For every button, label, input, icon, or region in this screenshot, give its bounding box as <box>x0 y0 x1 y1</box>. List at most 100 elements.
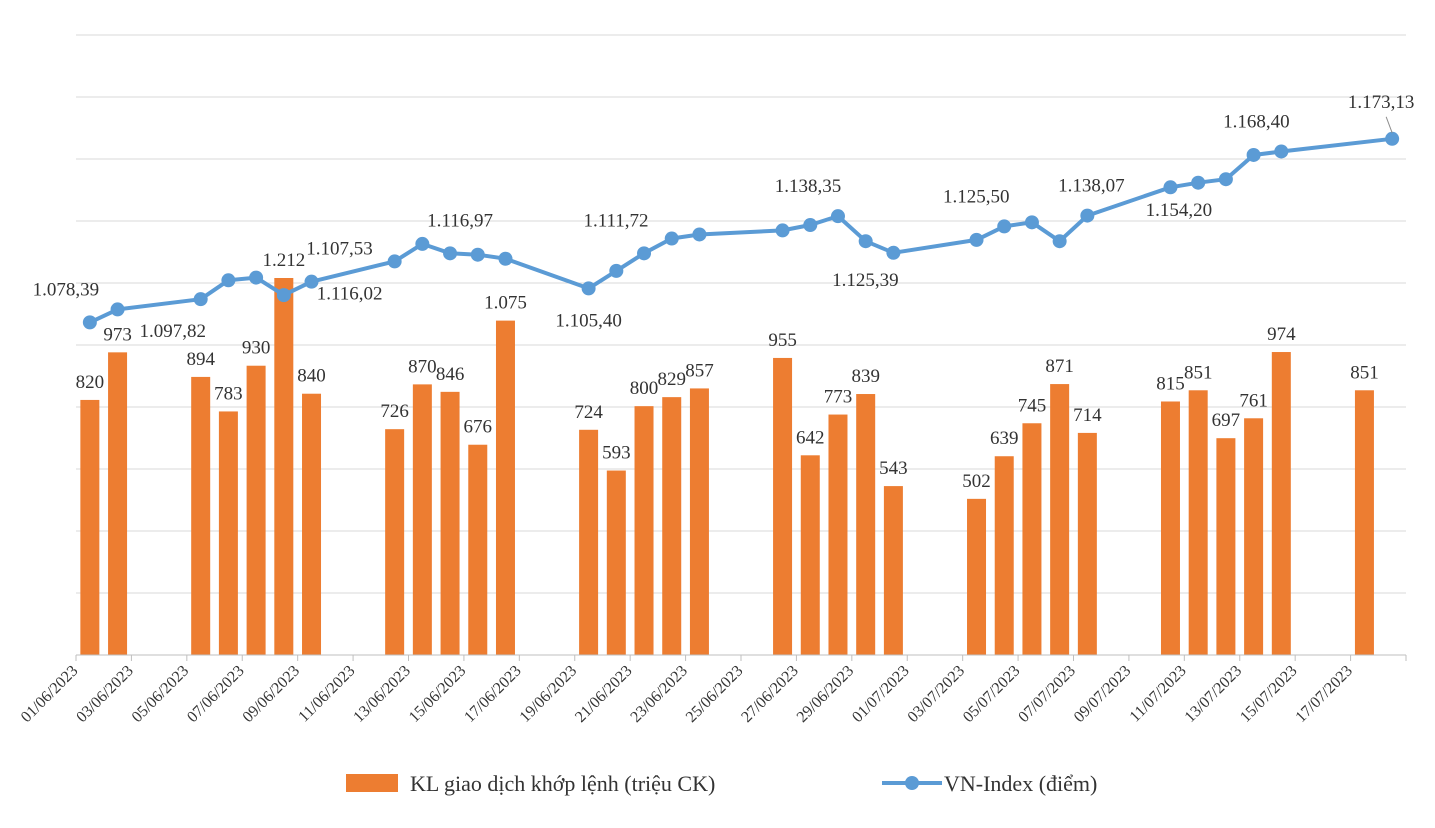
line-value-label: 1.168,40 <box>1223 111 1290 132</box>
x-tick-label: 25/06/2023 <box>683 662 747 726</box>
bar-value-label: 930 <box>242 338 271 359</box>
vn-index-point <box>193 292 208 307</box>
bar-value-label: 502 <box>962 471 991 492</box>
bar <box>1050 384 1070 655</box>
line-value-label: 1.078,39 <box>33 279 100 300</box>
label-leader-line <box>1385 116 1393 133</box>
x-tick-label: 21/06/2023 <box>572 662 636 726</box>
line-value-label: 1.097,82 <box>139 321 206 342</box>
vn-index-point <box>1163 180 1178 195</box>
bar <box>689 388 709 655</box>
vn-index-point <box>443 246 458 261</box>
legend-bar-label: KL giao dịch khớp lệnh (triệu CK) <box>410 771 715 796</box>
bar-value-label: 973 <box>103 324 132 345</box>
bar-value-label: 543 <box>879 458 908 479</box>
vn-index-point <box>830 209 845 224</box>
bar <box>108 352 128 655</box>
vn-index-point <box>415 236 430 251</box>
x-tick-label: 03/06/2023 <box>73 662 137 726</box>
bar-value-label: 840 <box>297 366 326 387</box>
vn-index-point <box>1080 208 1095 223</box>
bar-value-label: 745 <box>1018 395 1047 416</box>
bar-value-label: 714 <box>1073 405 1102 426</box>
legend-line-label: VN-Index (điểm) <box>944 771 1097 796</box>
vn-index-point <box>304 274 319 289</box>
x-tick-label: 13/06/2023 <box>350 662 414 726</box>
bar-value-label: 593 <box>602 443 631 464</box>
vn-index-point <box>692 227 707 242</box>
x-tick-label: 09/07/2023 <box>1071 662 1135 726</box>
bar-value-label: 871 <box>1045 356 1074 377</box>
bar-value-label: 851 <box>1184 362 1213 383</box>
bar <box>191 376 211 655</box>
vn-index-point <box>1218 172 1233 187</box>
bar-value-label: 846 <box>436 364 465 385</box>
vn-index-point <box>858 234 873 249</box>
bar <box>967 498 987 655</box>
bar <box>218 411 238 655</box>
bar-value-label: 955 <box>768 330 797 351</box>
bar-value-label: 829 <box>657 369 686 390</box>
x-tick-label: 29/06/2023 <box>794 662 858 726</box>
bar-value-label: 1.075 <box>484 293 527 314</box>
line-value-label: 1.111,72 <box>583 210 648 231</box>
line-value-label: 1.138,35 <box>775 176 842 197</box>
bar-value-label: 642 <box>796 427 825 448</box>
bar-value-label: 724 <box>574 402 603 423</box>
bar-value-label: 676 <box>464 417 493 438</box>
vn-index-point <box>249 270 264 285</box>
x-tick-label: 05/07/2023 <box>960 662 1024 726</box>
bar <box>1188 390 1208 655</box>
bar-value-label: 870 <box>408 356 437 377</box>
bar <box>994 456 1014 655</box>
vn-index-point <box>1024 215 1039 230</box>
bar <box>1160 401 1180 655</box>
x-tick-label: 19/06/2023 <box>517 662 581 726</box>
x-tick-label: 07/06/2023 <box>184 662 248 726</box>
x-tick-label: 23/06/2023 <box>627 662 691 726</box>
vn-index-point <box>276 288 291 303</box>
x-tick-label: 03/07/2023 <box>905 662 969 726</box>
vn-index-point <box>886 245 901 260</box>
line-value-label: 1.138,07 <box>1058 176 1125 197</box>
bar <box>1271 352 1291 655</box>
bar-value-label: 1.212 <box>262 250 305 271</box>
x-tick-label: 11/06/2023 <box>295 662 358 725</box>
bar <box>883 486 903 655</box>
bar-value-label: 800 <box>630 378 659 399</box>
bar-value-label: 815 <box>1156 373 1185 394</box>
bar-value-label: 639 <box>990 428 1019 449</box>
vn-index-point <box>1274 144 1289 159</box>
line-value-label: 1.116,02 <box>317 283 383 304</box>
bar-value-label: 726 <box>380 401 409 422</box>
bar <box>662 397 682 655</box>
vn-index-point <box>498 251 513 266</box>
vn-index-point <box>997 219 1012 234</box>
line-value-label: 1.125,39 <box>832 270 899 291</box>
bar <box>412 384 432 655</box>
bar <box>800 455 820 655</box>
legend: KL giao dịch khớp lệnh (triệu CK) VN-Inde… <box>346 771 1097 796</box>
x-tick-label: 11/07/2023 <box>1127 662 1190 725</box>
bar <box>440 391 460 655</box>
x-tick-label: 17/07/2023 <box>1292 662 1356 726</box>
legend-line-marker <box>905 776 919 790</box>
x-tick-label: 05/06/2023 <box>129 662 193 726</box>
vn-index-point <box>387 254 402 269</box>
bar <box>1354 390 1374 655</box>
x-tick-label: 15/06/2023 <box>406 662 470 726</box>
line-value-label: 1.173,13 <box>1348 92 1415 113</box>
vn-index-point <box>1385 131 1400 146</box>
x-tick-label: 07/07/2023 <box>1015 662 1079 726</box>
bar <box>1022 423 1042 655</box>
bar-value-label: 851 <box>1350 362 1379 383</box>
bar <box>1216 438 1236 655</box>
bar-value-label: 783 <box>214 383 243 404</box>
bar-series <box>80 278 1374 655</box>
vn-index-point <box>82 315 97 330</box>
bar-value-label: 974 <box>1267 324 1296 345</box>
bar <box>1077 432 1097 655</box>
vn-index-point <box>110 302 125 317</box>
vn-index-point <box>1052 234 1067 249</box>
